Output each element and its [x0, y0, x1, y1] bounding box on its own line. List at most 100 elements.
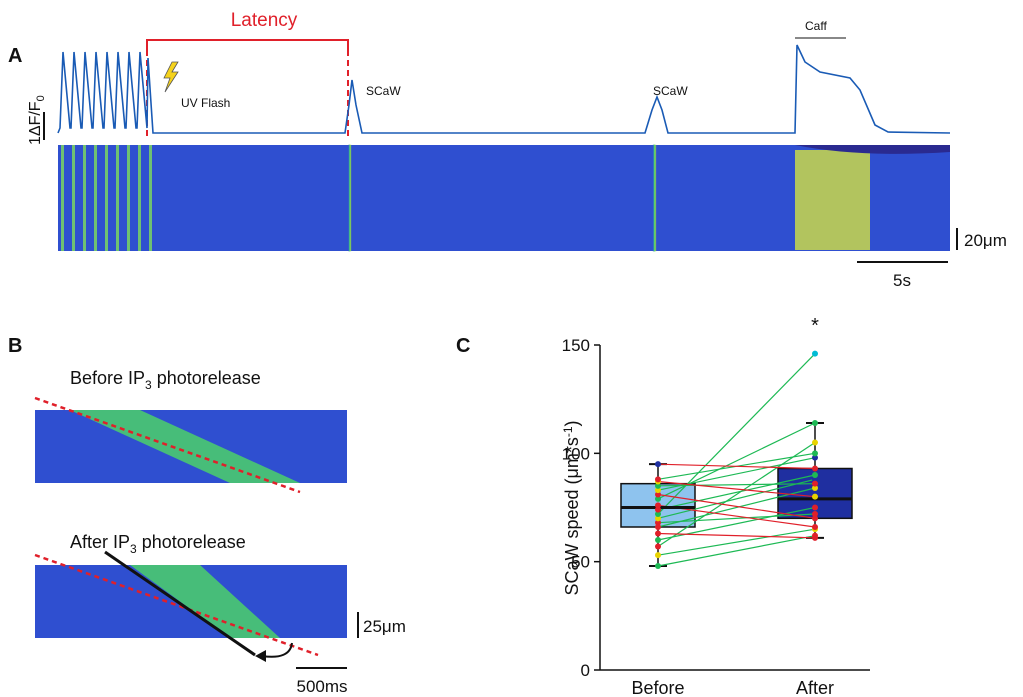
image-title: After IP3 photorelease — [70, 532, 246, 556]
data-point — [812, 454, 818, 461]
scale-label: 25μm — [363, 617, 406, 636]
title-sub: 3 — [145, 378, 152, 392]
flash-label: UV Flash — [181, 96, 230, 110]
pair-line — [657, 457, 816, 491]
title-sub: 3 — [130, 542, 137, 556]
data-point — [655, 482, 661, 489]
pair-line — [657, 463, 816, 470]
y-axis-label-sub: 0 — [35, 95, 47, 101]
data-point — [655, 524, 661, 530]
data-point — [655, 495, 661, 502]
x-tick-label: Before — [631, 678, 684, 697]
pair-line — [657, 480, 816, 498]
pair-line — [657, 528, 816, 556]
wave-stripe — [343, 144, 357, 252]
y-tick-label: 0 — [581, 661, 590, 680]
scale-label: 20μm — [964, 231, 1007, 250]
pair-line — [657, 474, 816, 511]
y-tick-label: 150 — [562, 336, 590, 355]
title-part: Before IP — [70, 368, 145, 388]
data-point — [812, 450, 818, 457]
data-point — [812, 485, 818, 491]
data-point — [655, 491, 661, 498]
y-tick-label: 50 — [571, 553, 590, 572]
linescan-stripe — [149, 145, 152, 251]
data-point — [812, 534, 818, 541]
caff-shadow — [795, 145, 950, 154]
panel-label: B — [8, 335, 22, 357]
pair-line — [657, 353, 816, 515]
linescan-stripe — [105, 145, 108, 251]
fit-line — [104, 550, 256, 657]
data-point — [655, 511, 661, 517]
linescan-stripe — [61, 145, 64, 251]
event-label: SCaW — [653, 84, 688, 98]
pair-line — [657, 422, 816, 500]
data-point — [655, 515, 661, 522]
box-plot: 0 50 100 150 Before After * — [562, 315, 870, 697]
data-point — [655, 537, 661, 543]
data-point — [655, 530, 661, 537]
fluorescence-trace — [57, 44, 951, 134]
data-point — [812, 504, 818, 511]
y-axis-label-main: 1ΔF/F — [27, 101, 44, 145]
pair-line — [657, 513, 816, 524]
data-point — [812, 524, 818, 530]
linescan-stripe — [83, 145, 86, 251]
wave-stripe — [647, 144, 662, 252]
caff-response — [795, 150, 870, 250]
linescan-stripe — [127, 145, 130, 251]
linescan-stripe — [116, 145, 119, 251]
data-point — [812, 439, 818, 446]
data-point — [655, 487, 661, 494]
y-axis-label: SCaW speed (μm*s-1) — [561, 420, 582, 595]
pair-line — [657, 532, 816, 539]
wave-band — [130, 565, 280, 638]
pair-line — [657, 493, 816, 519]
pair-line — [657, 535, 816, 567]
linescan-stripe — [138, 145, 141, 251]
wave-band — [70, 410, 300, 483]
data-point — [655, 519, 661, 526]
data-point — [812, 420, 818, 426]
y-axis-label: 1ΔF/F0 — [27, 95, 47, 145]
significance: * — [811, 315, 819, 337]
flash-icon — [163, 61, 179, 93]
data-point — [655, 461, 661, 468]
panel-label: A — [8, 45, 22, 67]
scale-label: 500ms — [296, 677, 347, 696]
title-part: photorelease — [152, 368, 261, 388]
data-point — [655, 543, 661, 550]
data-point — [655, 506, 661, 513]
label-part: SCaW speed (μm*s — [562, 437, 582, 595]
data-point — [655, 552, 661, 559]
pair-line — [657, 483, 816, 487]
data-point — [812, 465, 818, 472]
pair-line — [657, 478, 816, 519]
y-tick-label: 100 — [562, 444, 590, 463]
title-part: After IP — [70, 532, 130, 552]
x-tick-label: After — [796, 678, 834, 697]
data-point — [812, 350, 818, 357]
latency-bracket — [146, 39, 349, 50]
linescan-stripe — [72, 145, 75, 251]
data-point — [655, 476, 661, 483]
data-point — [812, 515, 818, 522]
arrow — [261, 642, 293, 658]
label-sup: -1 — [561, 426, 575, 437]
data-point — [812, 472, 818, 478]
latency-label: Latency — [231, 10, 298, 31]
title-part: photorelease — [137, 532, 246, 552]
label-part: ) — [562, 420, 582, 426]
fit-line — [34, 396, 301, 494]
arrowhead — [255, 650, 266, 662]
linescan-stripe — [94, 145, 97, 251]
linescan-stripes — [61, 145, 152, 251]
image-title: Before IP3 photorelease — [70, 368, 261, 392]
data-point — [812, 511, 818, 517]
data-point — [812, 493, 818, 500]
event-label: SCaW — [366, 84, 401, 98]
scale-label: 5s — [893, 271, 911, 290]
panel-label: C — [456, 335, 470, 357]
